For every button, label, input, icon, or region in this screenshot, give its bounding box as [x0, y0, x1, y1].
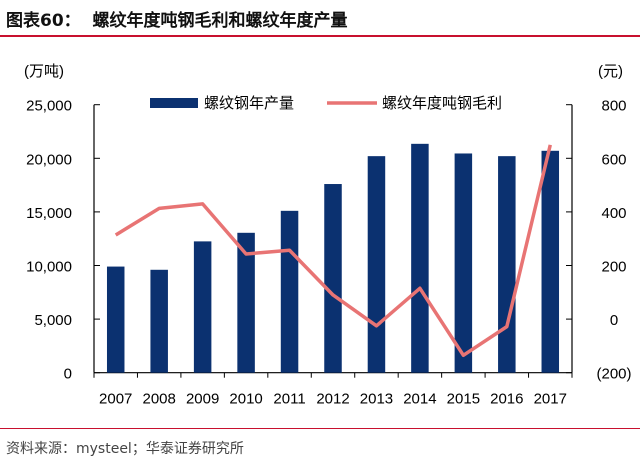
- x-tick-label: 2015: [447, 391, 480, 408]
- x-tick-label: 2017: [534, 391, 567, 408]
- left-tick-label: 10,000: [26, 259, 72, 276]
- right-tick-label: 0: [610, 312, 618, 329]
- bar-2014: [411, 143, 429, 373]
- source-note: 资料来源：mysteel；华泰证券研究所: [6, 441, 244, 457]
- legend-bar-label: 螺纹钢年产量: [204, 95, 294, 112]
- left-tick-label: 0: [64, 366, 72, 383]
- x-tick-label: 2010: [229, 391, 262, 408]
- right-tick-label: (200): [596, 366, 631, 383]
- x-tick-label: 2014: [403, 391, 436, 408]
- bar-2013: [367, 156, 386, 373]
- title-divider: [0, 35, 640, 37]
- bar-2011: [280, 210, 299, 373]
- x-tick-label: 2012: [316, 391, 349, 408]
- left-axis-unit: (万吨): [24, 63, 64, 80]
- legend-line-label: 螺纹年度吨钢毛利: [382, 95, 502, 112]
- x-tick-label: 2008: [142, 391, 175, 408]
- left-tick-label: 15,000: [26, 205, 72, 222]
- bar-2017: [541, 150, 560, 373]
- figure-title: 图表60： 螺纹年度吨钢毛利和螺纹年度产量: [6, 11, 348, 31]
- bar-2010: [237, 232, 255, 373]
- right-tick-label: 800: [601, 98, 626, 115]
- left-tick-label: 25,000: [26, 98, 72, 115]
- x-tick-label: 2011: [273, 391, 305, 408]
- right-axis-unit: (元): [598, 63, 623, 80]
- right-tick-label: 200: [601, 259, 626, 276]
- left-tick-label: 20,000: [26, 151, 72, 168]
- source-divider: [0, 428, 640, 429]
- x-tick-label: 2007: [99, 391, 132, 408]
- bar-2009: [193, 241, 212, 373]
- left-tick-label: 5,000: [34, 312, 72, 329]
- bar-2007: [106, 266, 125, 373]
- bar-2016: [498, 156, 516, 373]
- right-tick-label: 600: [601, 151, 626, 168]
- bar-2015: [454, 153, 473, 373]
- legend-bar-swatch: [150, 98, 198, 108]
- x-tick-label: 2016: [490, 391, 523, 408]
- x-tick-label: 2009: [186, 391, 219, 408]
- bar-2008: [150, 269, 168, 373]
- x-tick-label: 2013: [360, 391, 393, 408]
- right-tick-label: 400: [601, 205, 626, 222]
- bar-2012: [324, 184, 342, 373]
